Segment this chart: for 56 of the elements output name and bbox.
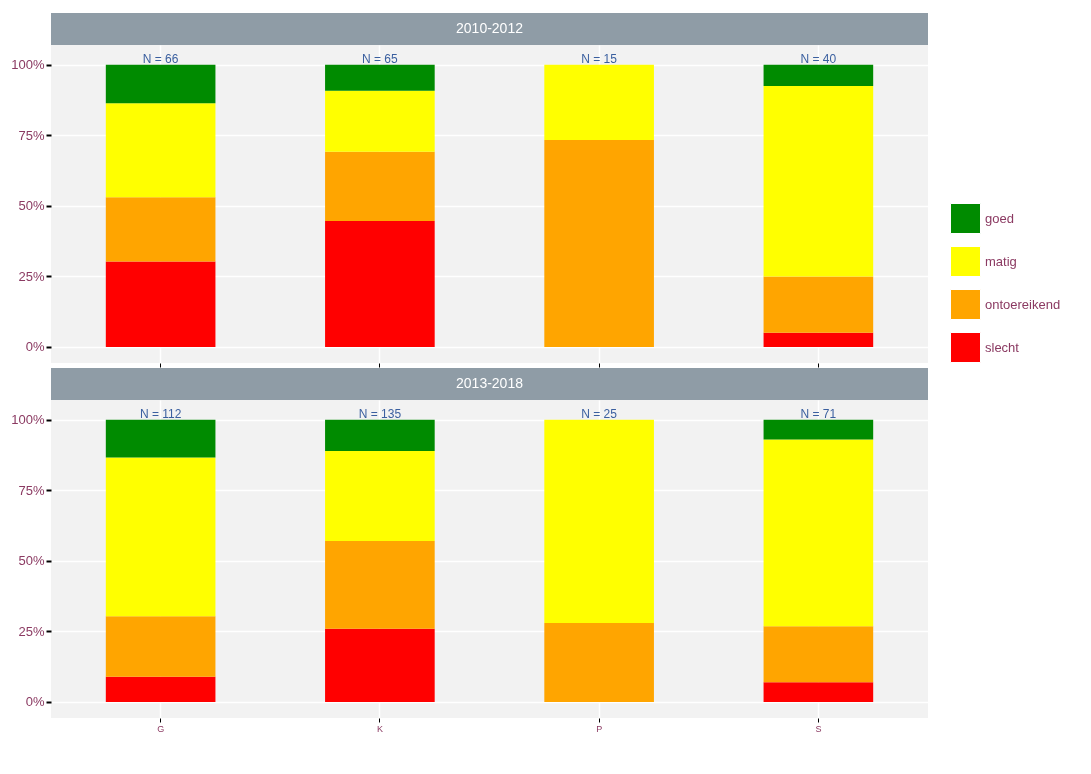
annotation: N = 112 xyxy=(139,406,182,421)
x-tick-label: G xyxy=(157,723,165,734)
bar xyxy=(325,221,435,347)
bar xyxy=(325,628,435,702)
bar xyxy=(763,332,874,347)
bar xyxy=(105,676,216,702)
y-tick-label: 100% xyxy=(11,412,45,428)
bar xyxy=(105,197,216,262)
annotation: N = 15 xyxy=(581,51,618,66)
bar xyxy=(325,151,435,222)
bar xyxy=(105,103,216,198)
annotation: N = 65 xyxy=(362,51,399,66)
y-tick-label: 25% xyxy=(18,268,45,284)
bar xyxy=(763,439,874,627)
bar xyxy=(763,626,874,683)
bar xyxy=(544,622,654,702)
annotation: N = 71 xyxy=(800,406,837,421)
y-tick-label: 50% xyxy=(18,198,45,214)
bar xyxy=(763,64,874,86)
x-tick-label: P xyxy=(596,723,603,734)
bar xyxy=(544,64,654,141)
bar xyxy=(544,419,654,623)
bar xyxy=(105,419,216,458)
y-tick-label: 0% xyxy=(25,339,45,355)
bar xyxy=(105,457,216,617)
y-tick-label: 75% xyxy=(18,482,45,498)
annotation: N = 40 xyxy=(800,51,837,66)
y-tick-label: 0% xyxy=(25,694,45,710)
y-tick-label: 50% xyxy=(18,553,45,569)
legend-label: goed xyxy=(985,210,1014,226)
legend-label: ontoereikend xyxy=(985,296,1061,312)
chart-title: 2013-2018 xyxy=(456,375,524,391)
bar xyxy=(105,616,216,677)
bar xyxy=(325,451,435,542)
y-tick-label: 25% xyxy=(18,623,45,639)
bar xyxy=(763,85,874,277)
bar xyxy=(325,419,435,452)
bar xyxy=(763,276,874,333)
bar xyxy=(763,682,874,702)
bar xyxy=(325,90,435,152)
y-tick-label: 75% xyxy=(18,127,45,143)
bar xyxy=(325,541,435,629)
bar xyxy=(105,261,216,347)
y-tick-label: 100% xyxy=(11,57,45,73)
bar xyxy=(544,140,654,347)
legend-label: slecht xyxy=(985,339,1020,355)
bar xyxy=(763,419,874,440)
chart-title: 2010-2012 xyxy=(456,20,524,36)
x-tick-label: S xyxy=(815,723,822,734)
legend-label: matig xyxy=(985,253,1017,269)
x-tick-label: K xyxy=(376,723,383,734)
bar xyxy=(105,64,216,104)
bar xyxy=(325,64,435,91)
annotation: N = 135 xyxy=(358,406,402,421)
annotation: N = 25 xyxy=(581,406,618,421)
annotation: N = 66 xyxy=(142,51,179,66)
